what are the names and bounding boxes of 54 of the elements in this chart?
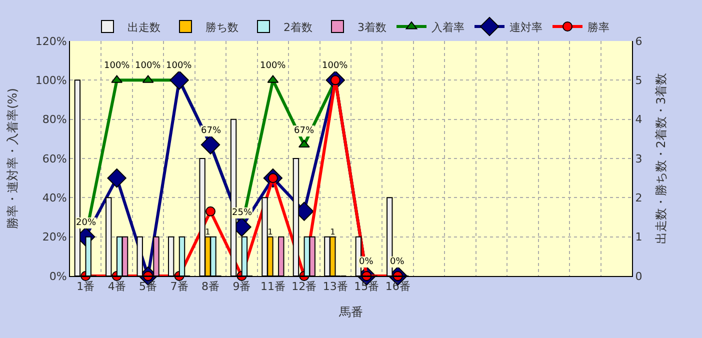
x-tick-label: 7番	[170, 280, 188, 294]
y-tick-label: 60%	[42, 152, 67, 166]
data-label: 100%	[166, 61, 192, 71]
data-label: 100%	[260, 61, 286, 71]
data-label: 1	[330, 226, 336, 236]
y2-tick-label: 6	[635, 34, 642, 48]
data-label: 67%	[201, 126, 222, 136]
legend-label: 2着数	[284, 20, 312, 34]
y2-tick-label: 4	[635, 113, 642, 126]
x-axis-title: 馬番	[338, 305, 363, 320]
data-label: 20%	[76, 218, 96, 228]
x-tick-label: 13番	[322, 280, 348, 294]
legend-label: 勝率	[588, 20, 610, 34]
data-label: 0%	[390, 257, 405, 267]
data-label: 67%	[294, 126, 314, 136]
data-label: 100%	[135, 61, 162, 71]
y-tick-label: 20%	[42, 230, 67, 244]
data-label: 100%	[322, 61, 348, 71]
y2-tick-label: 0	[635, 270, 642, 283]
point	[170, 70, 189, 90]
x-tick-label: 16番	[385, 280, 410, 294]
x-tick-label: 9番	[232, 280, 251, 294]
point	[206, 206, 216, 216]
data-label: 100%	[104, 61, 130, 71]
point	[298, 140, 310, 148]
data-label: 1	[205, 226, 210, 236]
x-tick-label: 4番	[108, 280, 126, 294]
x-tick-label: 5番	[139, 280, 158, 294]
point	[200, 135, 220, 154]
legend-label: 勝ち数	[206, 20, 238, 34]
data-label: 0%	[359, 257, 374, 267]
y2-tick-label: 2	[635, 192, 642, 205]
x-tick-label: 11番	[260, 280, 286, 294]
y2-axis-title: 出走数・勝ち数・2着数・3着数	[654, 72, 668, 244]
x-tick-label: 1番	[76, 280, 95, 294]
y2-tick-label: 5	[635, 74, 642, 88]
legend-label: 連対率	[510, 20, 542, 34]
y2-tick-label: 1	[635, 230, 642, 244]
data-label: 1	[268, 226, 273, 236]
y-tick-label: 120%	[35, 34, 67, 48]
legend-label: 3着数	[358, 20, 386, 34]
legend-label: 出走数	[128, 20, 160, 34]
y-tick-label: 100%	[35, 74, 67, 88]
y-tick-label: 40%	[42, 192, 67, 205]
legend-label: 入着率	[432, 20, 464, 34]
y2-tick-label: 3	[635, 152, 642, 166]
y-tick-label: 0%	[49, 270, 67, 283]
point	[107, 168, 126, 188]
y-axis-title: 勝率・連対率・入着率(%)	[6, 88, 20, 229]
y-tick-label: 80%	[42, 113, 67, 126]
x-tick-label: 8番	[202, 280, 220, 294]
x-tick-label: 12番	[292, 280, 317, 294]
data-label: 25%	[232, 208, 252, 218]
x-tick-label: 15番	[354, 280, 380, 294]
